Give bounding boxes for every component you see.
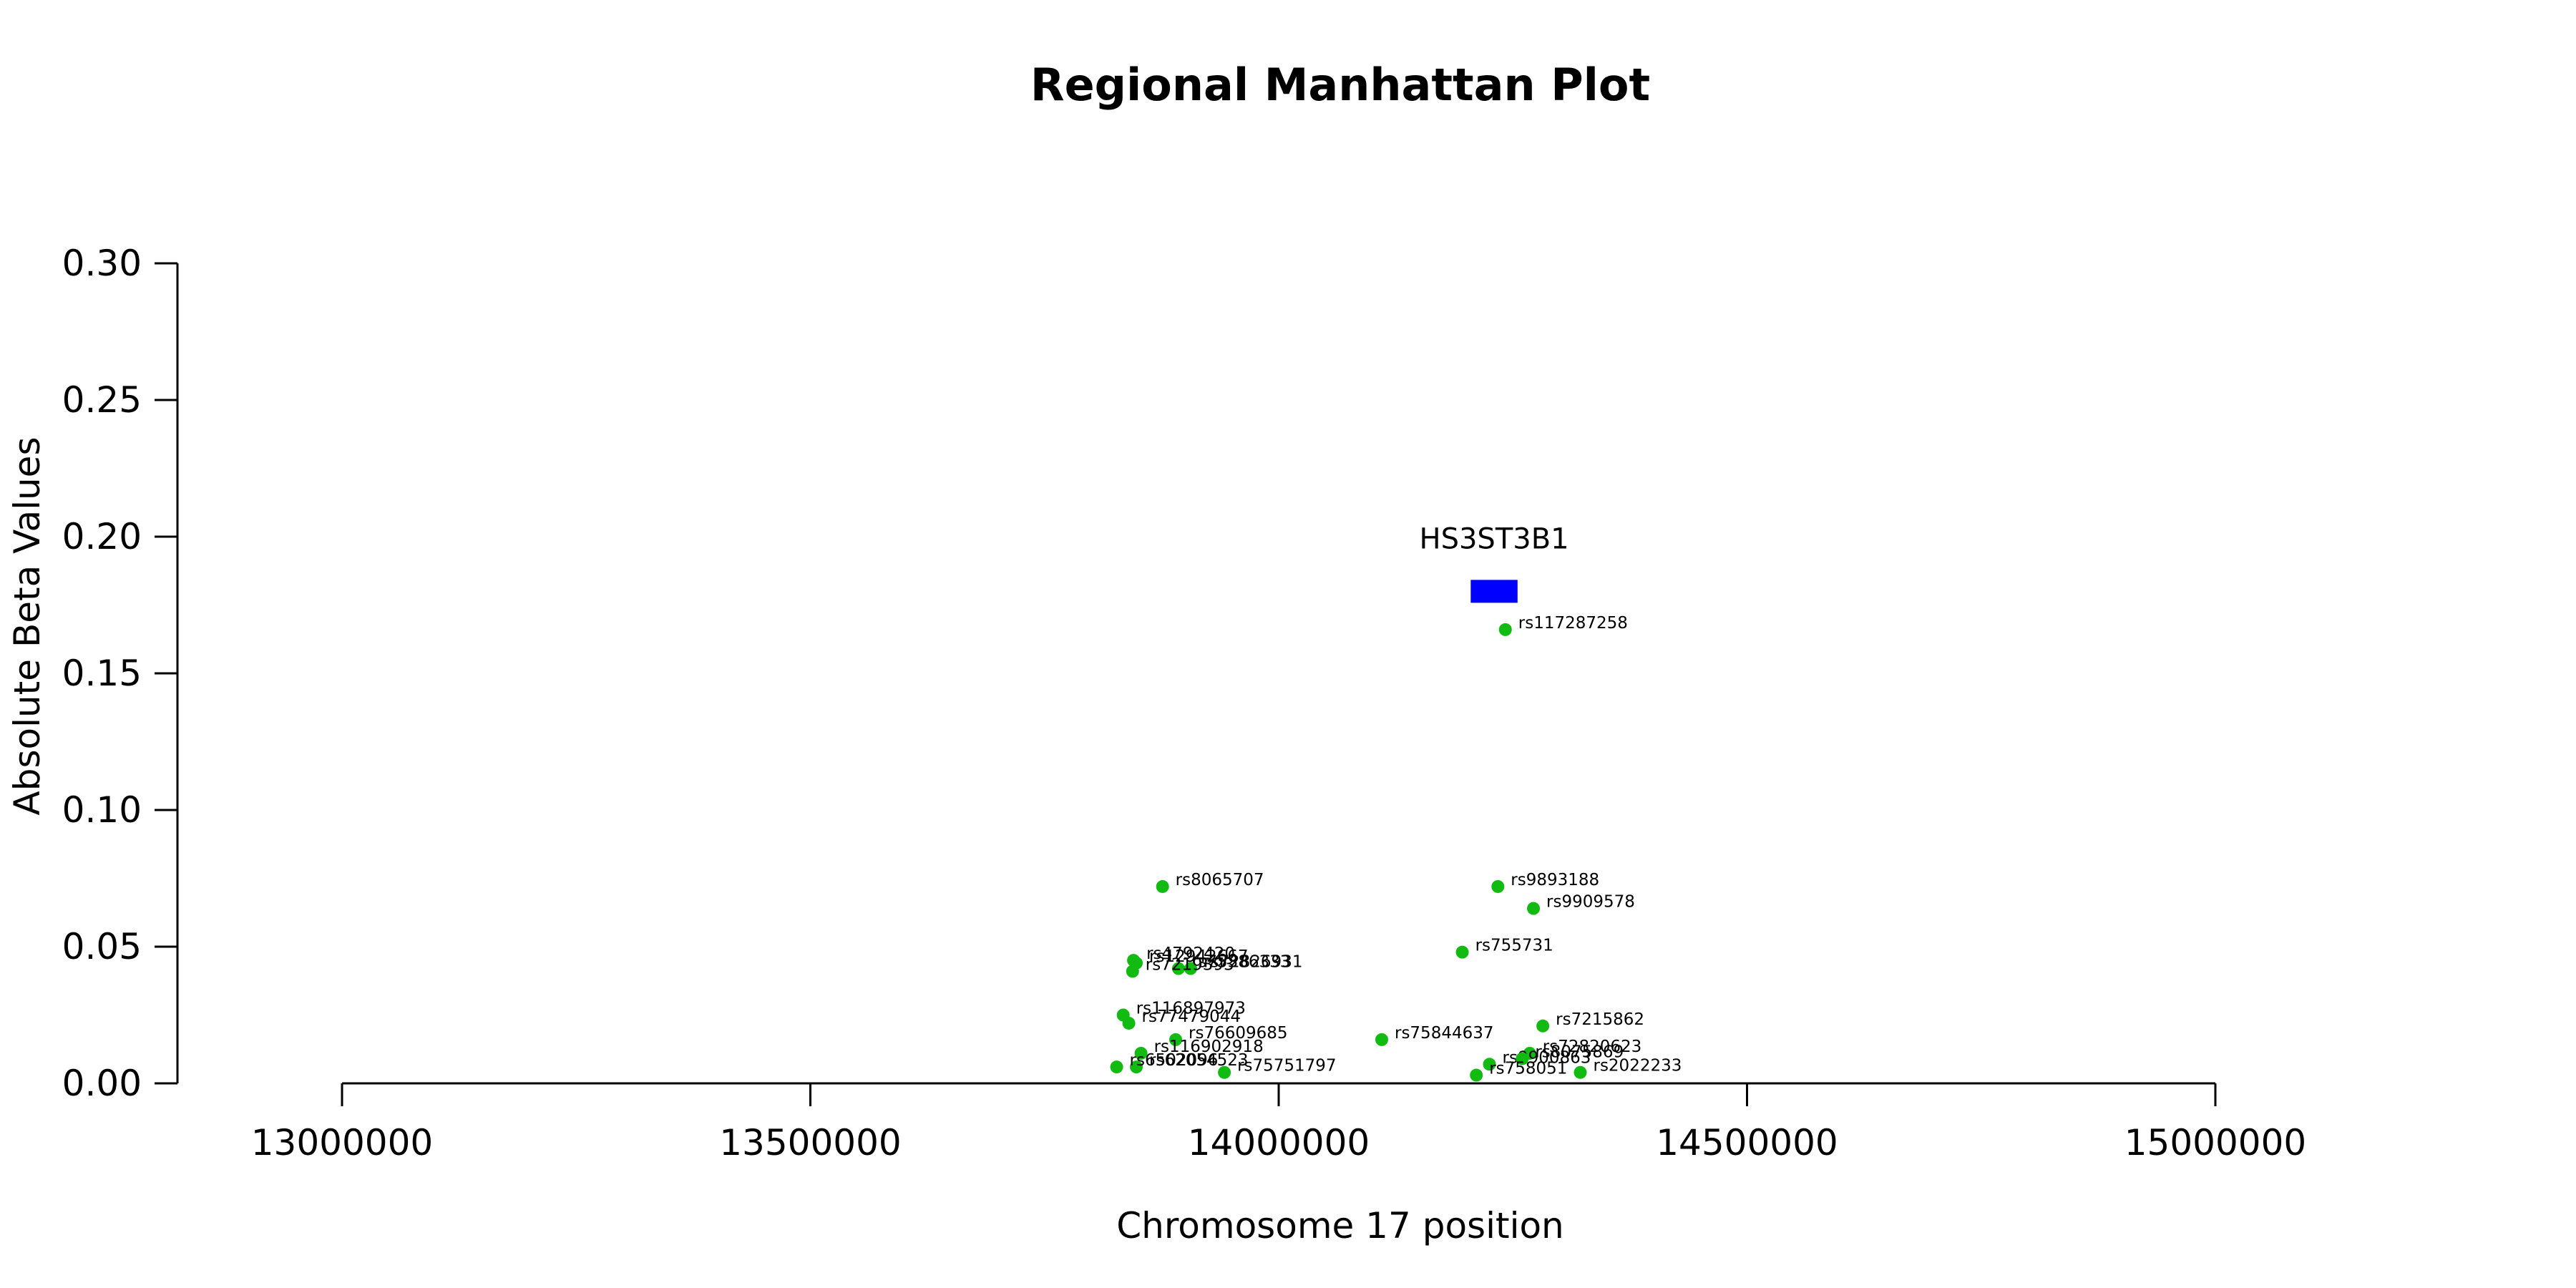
x-tick-label: 15000000	[2124, 1122, 2307, 1163]
snp-point	[1574, 1065, 1587, 1079]
y-axis-label: Absolute Beta Values	[6, 437, 48, 816]
snp-point	[1134, 1046, 1148, 1060]
snp-label: rs755731	[1475, 937, 1553, 955]
y-tick-label: 0.00	[62, 1063, 142, 1104]
x-axis-label: Chromosome 17 position	[1116, 1205, 1564, 1246]
snp-label: rs76609685	[1189, 1024, 1288, 1043]
snp-label: rs72820623	[1543, 1038, 1642, 1056]
points-layer: rs117287258 rs8065707 rs9893188 rs9909578 rs…	[1110, 614, 1682, 1082]
y-tick-label: 0.30	[62, 243, 142, 284]
chart-title: Regional Manhattan Plot	[1030, 59, 1650, 111]
snp-label: rs9893188	[1511, 871, 1599, 889]
snp-point	[1536, 1019, 1550, 1033]
snp-label: rs77479044	[1142, 1008, 1241, 1026]
y-tick-label: 0.25	[62, 379, 142, 421]
snp-point	[1375, 1033, 1388, 1046]
snp-point	[1122, 1016, 1136, 1030]
snp-label: rs7219393	[1146, 955, 1234, 974]
snp-point	[1110, 1060, 1123, 1074]
snp-label: rs12942667	[1149, 947, 1249, 966]
snp-label: rs8065707	[1176, 871, 1264, 889]
x-tick-label: 13000000	[251, 1122, 434, 1163]
snp-point	[1171, 962, 1185, 975]
snp-label: rs4792420	[1146, 945, 1235, 963]
snp-label: rs6502096	[1130, 1051, 1219, 1070]
snp-point	[1498, 623, 1512, 636]
snp-point	[1527, 902, 1541, 915]
snp-label: rs117287258	[1518, 614, 1628, 633]
snp-point	[1218, 1065, 1231, 1079]
snp-label: rs75751797	[1237, 1057, 1337, 1075]
y-tick-label: 0.15	[62, 653, 142, 694]
snp-point	[1184, 962, 1197, 975]
gene-layer: HS3ST3B1	[1420, 522, 1569, 603]
snp-label: rs9909578	[1546, 893, 1635, 912]
y-tick-label: 0.10	[62, 789, 142, 831]
gene-label: HS3ST3B1	[1420, 522, 1569, 555]
snp-label: rs75386333	[1191, 953, 1291, 972]
snp-label: rs72826931	[1204, 953, 1303, 972]
snp-point	[1130, 1060, 1143, 1074]
snp-label: rs62054523	[1149, 1051, 1249, 1070]
snp-label: rs7215862	[1556, 1010, 1644, 1029]
snp-point	[1169, 1033, 1183, 1046]
y-tick-label: 0.05	[62, 926, 142, 967]
snp-point	[1455, 945, 1469, 959]
snp-label: rs75844637	[1395, 1024, 1494, 1043]
snp-label: rs2022233	[1593, 1057, 1682, 1075]
snp-point	[1470, 1068, 1483, 1082]
snp-point	[1483, 1058, 1496, 1071]
x-tick-label: 14500000	[1656, 1122, 1838, 1163]
snp-label: rs8075869	[1535, 1043, 1624, 1062]
axes: 0.00 0.05 0.10 0.15 0.20 0.25 0.30 13000000 1350…	[62, 243, 2307, 1163]
snp-point	[1126, 965, 1139, 978]
snp-point	[1156, 879, 1169, 893]
x-tick-label: 13500000	[719, 1122, 902, 1163]
snp-label: rs116902918	[1154, 1038, 1264, 1056]
snp-label: rs758051	[1489, 1060, 1567, 1078]
x-tick-label: 14000000	[1188, 1122, 1370, 1163]
gene-box	[1470, 580, 1518, 603]
snp-point	[1516, 1052, 1529, 1065]
y-tick-label: 0.20	[62, 516, 142, 557]
snp-point	[1491, 879, 1505, 893]
snp-label: rs116897973	[1136, 1000, 1246, 1018]
